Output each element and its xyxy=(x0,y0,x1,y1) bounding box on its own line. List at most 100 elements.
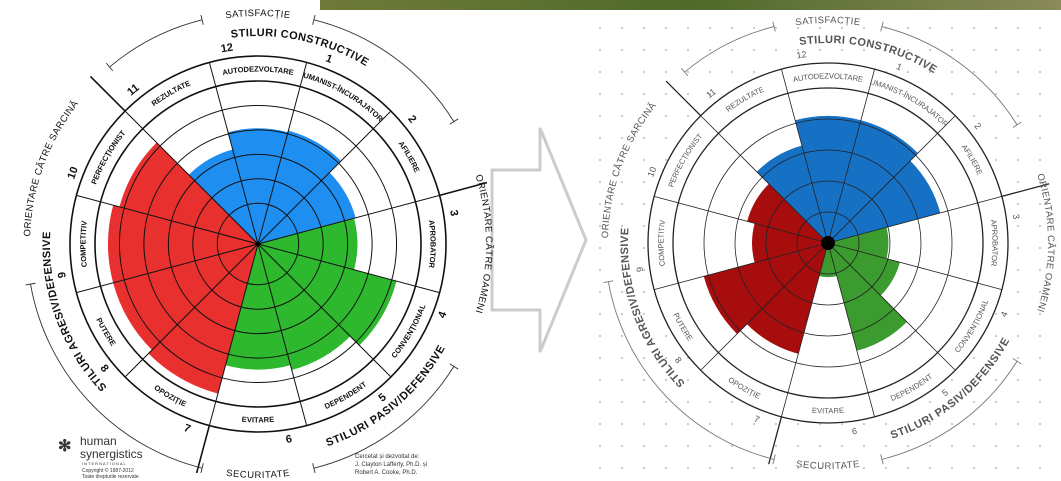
arc-tick xyxy=(200,463,204,474)
segment-number: 1 xyxy=(895,61,903,72)
ring xyxy=(192,178,324,310)
segment-bar xyxy=(819,243,837,278)
segment-divider xyxy=(827,242,875,417)
segment-divider xyxy=(208,62,259,245)
arrow xyxy=(490,127,588,353)
ring xyxy=(672,87,984,399)
segment-number: 12 xyxy=(220,42,234,56)
segment-number: 9 xyxy=(635,266,646,272)
segment-number: 3 xyxy=(447,209,460,217)
logo-sub: INTERNATIONAL xyxy=(82,461,127,466)
segment-number: 1 xyxy=(324,52,334,65)
arc-label: SECURITATE xyxy=(226,467,290,480)
ring xyxy=(734,149,922,337)
segment-number: 4 xyxy=(999,310,1010,318)
segment-number: 10 xyxy=(645,165,658,178)
segment-bar xyxy=(119,142,258,244)
segment-number: 6 xyxy=(285,433,293,446)
arc-arrow xyxy=(881,26,1018,126)
segment-number: 5 xyxy=(940,387,950,398)
segment-bar xyxy=(225,244,291,370)
ring xyxy=(765,180,891,306)
segment-number: 3 xyxy=(1011,213,1022,219)
arc-tick xyxy=(1012,358,1022,365)
segment-number: 12 xyxy=(796,49,807,60)
segment-bar xyxy=(795,115,861,243)
arc-arrow xyxy=(684,26,775,73)
segment-bar xyxy=(258,172,356,244)
group-divider xyxy=(195,425,211,474)
segment-bar xyxy=(258,218,358,270)
segment-number: 2 xyxy=(405,113,418,125)
arc-arrow xyxy=(313,19,455,122)
arc-label: SECURITATE xyxy=(795,458,860,471)
segment-divider xyxy=(781,69,829,244)
credits: Cercetat și dezvoltat de: xyxy=(355,454,420,460)
segment-label: EVITARE xyxy=(241,414,274,424)
segment-number: 8 xyxy=(98,362,111,374)
logo-text: human xyxy=(80,434,117,448)
arc-tick xyxy=(603,280,614,284)
arc-tick xyxy=(312,14,316,25)
segment-number: 12 xyxy=(796,49,807,60)
segment-number: 5 xyxy=(940,387,950,398)
segment-divider xyxy=(827,69,875,244)
arc-arrow xyxy=(109,19,203,68)
segment-bar xyxy=(752,223,828,263)
segment-number: 2 xyxy=(972,121,983,131)
arc-tick xyxy=(449,363,459,370)
arc-tick xyxy=(772,21,776,32)
segment-number: 3 xyxy=(1011,213,1022,219)
segment-bar xyxy=(828,160,941,243)
segment-label: AUTODEZVOLTARE xyxy=(221,64,294,77)
ring xyxy=(796,211,860,275)
segment-bar xyxy=(747,183,828,243)
segment-number: 10 xyxy=(645,165,658,178)
arc-label: SECURITATE xyxy=(226,467,291,480)
segment-bar xyxy=(258,244,397,346)
segment-number: 10 xyxy=(65,165,81,181)
segment-divider xyxy=(257,243,392,378)
segment-divider xyxy=(827,115,956,244)
segment-label: COMPETITIV xyxy=(656,218,667,266)
segment-number: 8 xyxy=(673,355,684,365)
ring xyxy=(167,153,349,335)
segment-divider xyxy=(257,243,440,294)
arc-tick xyxy=(681,68,689,77)
segment-divider xyxy=(654,242,829,290)
segment-label: AUTODEZVOLTARE xyxy=(221,64,294,77)
segment-divider xyxy=(827,242,1002,290)
ring xyxy=(216,202,300,286)
segment-label: COMPETITIV xyxy=(78,219,89,267)
segment-number: 1 xyxy=(324,52,334,65)
segment-bar xyxy=(703,243,828,334)
arc-tick xyxy=(312,463,316,474)
segment-label: EVITARE xyxy=(241,414,274,424)
logo-text: synergistics xyxy=(80,447,143,461)
segment-number: 7 xyxy=(182,422,192,435)
band-outline xyxy=(69,55,447,433)
segment-label: EVITARE xyxy=(812,405,845,415)
arc-label: SATISFACȚIE xyxy=(225,7,292,20)
segment-number: 5 xyxy=(376,391,388,404)
logo-mark: ✻ xyxy=(58,438,71,455)
ring xyxy=(118,104,398,384)
segment-bar xyxy=(828,227,889,259)
segment-number: 4 xyxy=(999,310,1010,318)
segment-number: 8 xyxy=(673,355,684,365)
segment-divider xyxy=(257,62,308,245)
segment-number: 6 xyxy=(285,433,293,446)
center-dot xyxy=(821,236,835,250)
segment-number: 7 xyxy=(753,414,761,425)
segment-bar xyxy=(258,244,351,370)
arc-label: SATISFACȚIE xyxy=(795,14,861,27)
segment-number: 4 xyxy=(436,309,450,320)
segment-number: 7 xyxy=(753,414,761,425)
segment-number: 6 xyxy=(851,426,857,437)
segment-bar xyxy=(828,120,918,243)
segment-divider xyxy=(257,194,440,245)
segment-number: 2 xyxy=(972,121,983,131)
band-outline xyxy=(647,62,1009,424)
segment-number: 6 xyxy=(851,426,857,437)
logo: ✻ human synergistics INTERNATIONAL Copyr… xyxy=(58,434,143,480)
